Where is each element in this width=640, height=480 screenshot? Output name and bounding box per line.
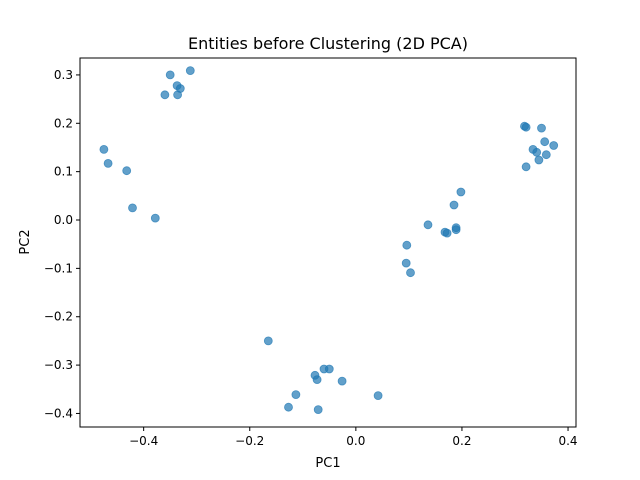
y-tick-label: −0.3 [44, 358, 73, 372]
data-point [263, 336, 273, 346]
data-point [337, 376, 347, 386]
data-point [150, 213, 160, 223]
x-axis-label: PC1 [315, 456, 340, 471]
x-tick-label: 0.2 [452, 434, 471, 448]
data-point [442, 228, 452, 238]
data-point [185, 66, 195, 75]
y-axis: −0.4 −0.3 −0.2 −0.1 0.0 0.1 0.2 0.3 [44, 68, 80, 420]
y-tick-label: 0.2 [54, 116, 73, 130]
data-point [423, 220, 433, 230]
data-point [324, 364, 334, 374]
data-point [537, 123, 546, 133]
plot-frame [79, 57, 577, 428]
data-point [313, 405, 323, 415]
data-point [456, 187, 466, 197]
chart-title: Entities before Clustering (2D PCA) [188, 34, 468, 53]
y-tick-label: 0.3 [54, 68, 73, 82]
y-tick-label: 0.0 [54, 213, 73, 227]
x-tick-label: 0.4 [558, 434, 577, 448]
data-point [521, 162, 531, 172]
y-tick-label: −0.4 [44, 406, 73, 420]
data-point [401, 258, 411, 268]
y-axis-label: PC2 [18, 229, 33, 254]
data-point [549, 141, 559, 150]
x-axis: −0.4 −0.2 0.0 0.2 0.4 [129, 427, 578, 448]
data-point [165, 70, 175, 80]
data-point [373, 391, 383, 401]
data-point [99, 144, 109, 154]
data-point [103, 158, 113, 168]
data-point [451, 225, 461, 235]
data-point [449, 200, 459, 210]
x-tick-label: 0.0 [346, 434, 365, 448]
data-point [122, 166, 132, 176]
y-tick-label: −0.2 [44, 310, 73, 324]
data-point [532, 147, 542, 157]
data-point [173, 90, 183, 100]
data-point [540, 137, 550, 147]
y-tick-label: −0.1 [44, 261, 73, 275]
data-point [284, 402, 293, 412]
data-point [160, 90, 170, 100]
x-tick-label: −0.2 [235, 434, 264, 448]
data-point [128, 203, 137, 213]
data-point [406, 268, 415, 278]
data-point [534, 155, 544, 165]
data-point [312, 375, 322, 385]
data-point [402, 240, 412, 250]
data-point [541, 150, 551, 160]
y-tick-label: 0.1 [54, 165, 73, 179]
x-tick-label: −0.4 [129, 434, 158, 448]
data-point [291, 390, 301, 400]
data-point [521, 122, 531, 132]
points-layer [99, 66, 559, 415]
